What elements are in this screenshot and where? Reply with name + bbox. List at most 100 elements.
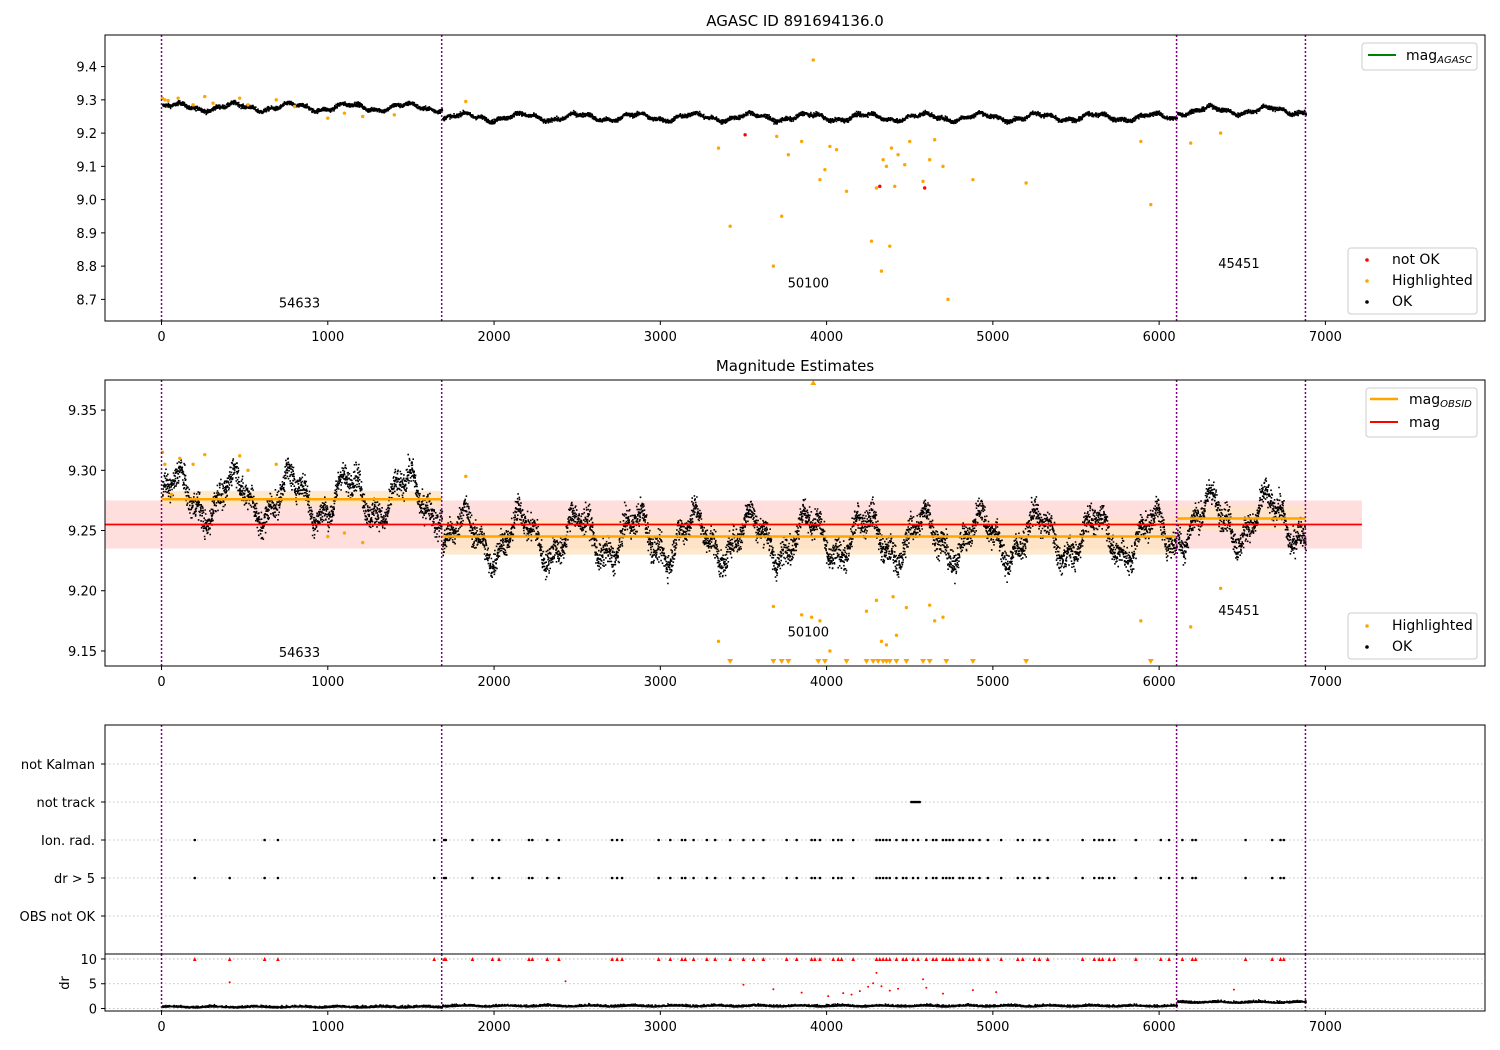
dr5-point: [657, 876, 660, 880]
dr-flag-marker: [1278, 956, 1283, 961]
highlighted-point: [163, 462, 167, 466]
highlighted-point: [237, 454, 242, 458]
ion-rad-point: [1033, 838, 1036, 842]
highlighted-point: [881, 158, 885, 162]
y-tick-label: 9.30: [68, 464, 97, 479]
ion-rad-point: [810, 838, 813, 842]
dr-flag-marker: [839, 956, 844, 961]
dr5-point: [615, 876, 619, 880]
dr-flag-marker: [276, 956, 280, 961]
dr-data-layer: [105, 954, 1485, 1011]
dr-outlier-point: [842, 992, 845, 995]
dr5-point: [1279, 876, 1282, 880]
dr5-point: [1016, 876, 1020, 880]
x-tick-label: 3000: [644, 1020, 677, 1035]
highlighted-point: [903, 162, 907, 167]
clipped-low-marker: [893, 659, 900, 664]
highlighted-point: [292, 104, 297, 109]
dr-flag-marker: [904, 956, 909, 961]
highlighted-point: [342, 111, 347, 115]
dr-flag-marker: [1080, 956, 1085, 961]
ion-rad-point: [1159, 838, 1163, 842]
highlighted-point: [811, 58, 815, 62]
dr-flag-marker: [615, 956, 619, 961]
dr-points: [161, 999, 1307, 1009]
dr-flag-marker: [1158, 956, 1163, 961]
legend-status: not OK Highlighted OK: [1347, 247, 1478, 315]
dr5-point: [1046, 876, 1050, 880]
y-tick-label: 9.1: [76, 160, 97, 175]
dr-flag-marker: [881, 956, 885, 961]
ion-rad-point: [885, 838, 888, 842]
dr5-point: [432, 876, 436, 880]
clipped-low-marker: [943, 659, 950, 664]
clipped-low-marker: [821, 659, 828, 664]
ok-points: [161, 99, 1307, 125]
category-label: not track: [36, 796, 95, 811]
x-tick-label: 7000: [1309, 675, 1342, 690]
dr-flag-marker: [1097, 956, 1102, 961]
ion-rad-point: [795, 838, 798, 842]
dr-flag-marker: [527, 956, 531, 961]
dr5-point: [1270, 876, 1274, 880]
dr5-point: [1112, 876, 1116, 880]
category-label: Ion. rad.: [41, 834, 95, 849]
ion-rad-point: [905, 838, 908, 842]
ion-rad-point: [615, 838, 619, 842]
dr5-point: [813, 876, 817, 880]
y-tick-label: 9.15: [68, 645, 97, 660]
dr5-point: [916, 876, 920, 880]
x-tick-label: 3000: [644, 330, 677, 345]
dr-flag-marker: [831, 956, 836, 961]
ion-rad-point: [1194, 838, 1197, 842]
dr-flag-marker: [961, 956, 965, 961]
not-ok-point: [922, 186, 927, 190]
x-tick-label: 6000: [1143, 330, 1176, 345]
x-tick-label: 5000: [976, 675, 1009, 690]
highlighted-point: [464, 99, 468, 104]
dr5-point: [752, 876, 755, 880]
legend-label-ok: OK: [1392, 639, 1413, 655]
ion-rad-point: [742, 838, 745, 842]
dr5-point: [901, 876, 905, 880]
flags-data-layer: [105, 725, 1485, 954]
dr5-point: [1244, 876, 1247, 880]
dr-flag-marker: [1270, 956, 1274, 961]
dr5-point: [986, 876, 990, 880]
dr-flag-marker: [1243, 956, 1248, 961]
dr5-point: [705, 876, 709, 880]
estimates-data-layer: [105, 380, 1362, 666]
dr5-point: [818, 876, 822, 880]
highlighted-point: [178, 456, 182, 460]
dr-outlier-point: [897, 987, 900, 990]
highlighted-point: [818, 619, 822, 623]
highlighted-point: [891, 595, 895, 599]
dr5-point: [795, 876, 798, 880]
x-tick-label: 1000: [311, 675, 344, 690]
dr5-point: [1097, 876, 1101, 880]
dr5-point: [1194, 876, 1197, 880]
y-tick-label: 9.3: [76, 94, 97, 109]
dr5-point: [888, 876, 892, 880]
highlighted-point: [908, 139, 912, 144]
legend-mag-lines: magOBSID mag: [1365, 387, 1478, 438]
clipped-low-marker: [920, 659, 927, 664]
dr-flag-marker: [680, 956, 684, 961]
highlighted-point: [869, 239, 874, 243]
highlighted-point: [874, 598, 879, 603]
highlighted-point: [879, 639, 884, 644]
highlighted-point: [1139, 139, 1143, 144]
obsid-label: 45451: [1218, 257, 1259, 272]
highlighted-point: [728, 224, 732, 228]
ion-rad-point: [683, 838, 687, 842]
clipped-low-marker: [969, 659, 976, 664]
y-tick-label: 9.20: [68, 585, 97, 600]
ion-rad-point: [497, 838, 501, 842]
dr-outlier-point: [941, 992, 944, 995]
ion-rad-point: [1282, 838, 1286, 842]
ion-rad-point: [531, 838, 534, 842]
ion-rad-point: [978, 838, 981, 842]
clipped-low-marker: [815, 659, 822, 664]
dr-flag-marker: [751, 956, 756, 961]
dr-flag-marker: [1112, 956, 1117, 961]
